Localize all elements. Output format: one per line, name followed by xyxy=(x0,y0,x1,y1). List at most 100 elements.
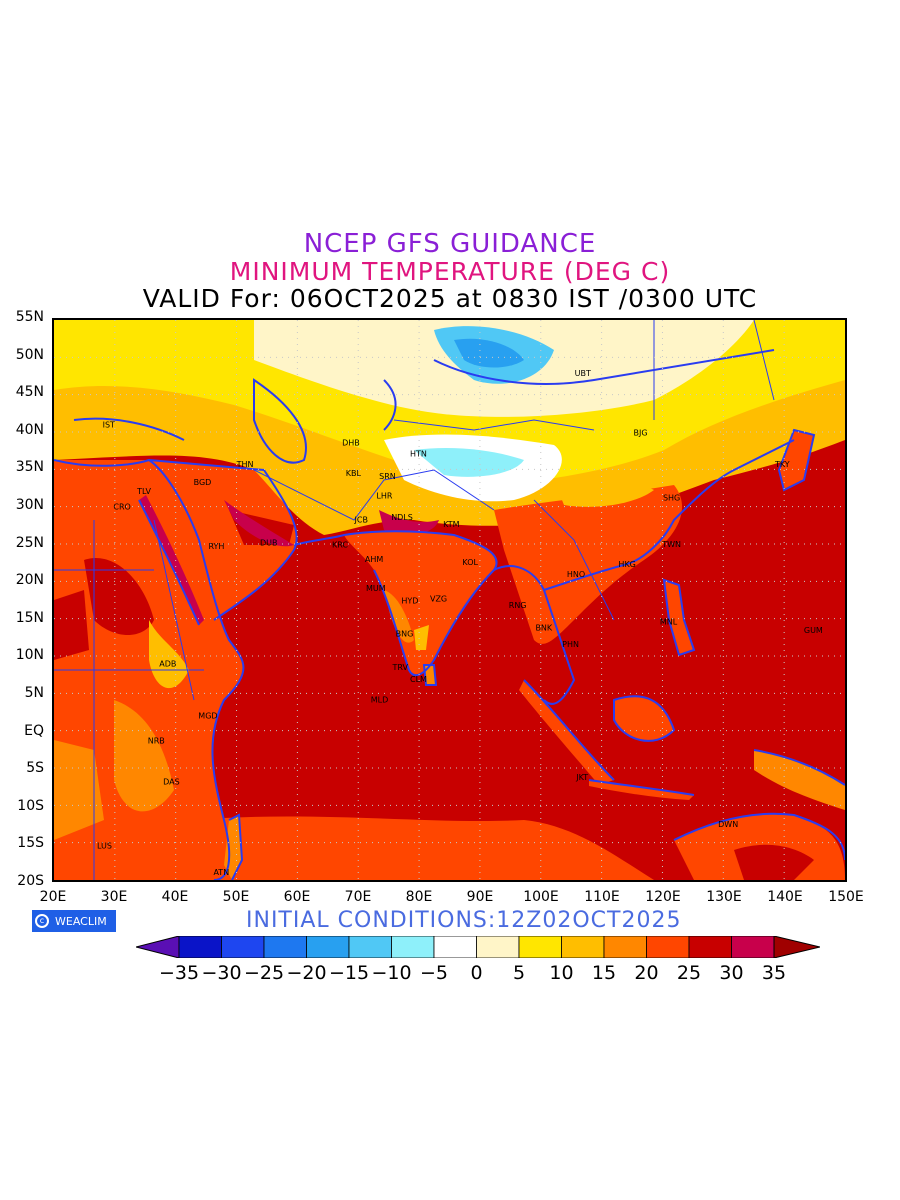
philippines-land xyxy=(664,580,694,655)
temperature-map: UBT BJG TKY SHG TWN HKG HNO MNL GUM BNK PHN RNG KOL K… xyxy=(52,318,847,882)
lon-label: 120E xyxy=(645,889,681,905)
colorbar-swatch xyxy=(561,936,605,958)
city-label-hyd: HYD xyxy=(401,597,418,606)
colorbar-swatch xyxy=(688,936,732,958)
sumatra-land xyxy=(519,680,614,785)
lon-label: 100E xyxy=(523,889,559,905)
lon-label: 70E xyxy=(344,889,372,905)
colorbar-swatch xyxy=(646,936,690,958)
logo-text: WEACLIM xyxy=(55,914,107,928)
city-label-bjg: BJG xyxy=(634,429,648,438)
colorbar-label: 5 xyxy=(512,962,526,984)
title-line2: MINIMUM TEMPERATURE (DEG C) xyxy=(229,257,671,286)
initial-conditions-text: INITIAL CONDITIONS:12Z02OCT2025 xyxy=(246,908,682,933)
city-label-tlv: TLV xyxy=(136,487,151,496)
coastlines xyxy=(54,349,845,880)
lon-label: 150E xyxy=(828,889,864,905)
city-label-adb: ADB xyxy=(159,659,176,668)
city-label-ndls: NDLS xyxy=(391,513,413,522)
city-label-krc: KRC xyxy=(332,541,348,550)
colorbar-label: 30 xyxy=(719,962,744,984)
lat-label: 25N xyxy=(15,534,44,551)
city-label-trv: TRV xyxy=(391,663,408,672)
city-label-bnk: BNK xyxy=(535,624,552,633)
lat-label: 20N xyxy=(15,572,44,589)
lon-label: 90E xyxy=(466,889,494,905)
lon-label: 50E xyxy=(222,889,250,905)
lon-label: 20E xyxy=(39,889,67,905)
city-label-ubt: UBT xyxy=(575,369,591,378)
country-borders xyxy=(54,320,775,880)
city-label-mnl: MNL xyxy=(660,618,678,627)
colorbar-label: 25 xyxy=(676,962,702,984)
city-label-twn: TWN xyxy=(661,540,681,549)
city-label-das: DAS xyxy=(163,777,180,786)
city-label-thn: THN xyxy=(236,460,254,469)
lat-label: 10S xyxy=(17,797,44,814)
city-label-hkg: HKG xyxy=(618,560,635,569)
lat-label: EQ xyxy=(24,722,44,739)
colorbar-label: −35 xyxy=(158,962,200,984)
borneo-land xyxy=(614,696,674,741)
city-label-dwn: DWN xyxy=(718,820,738,829)
japan-land xyxy=(779,430,814,490)
colorbar-swatch xyxy=(263,936,307,958)
colorbar-swatch xyxy=(391,936,435,958)
colorbar-swatch xyxy=(476,936,520,958)
title-line1: NCEP GFS GUIDANCE xyxy=(303,229,597,259)
lat-label: 35N xyxy=(15,459,44,476)
lat-label: 55N xyxy=(15,309,44,325)
city-label-ahm: AHM xyxy=(365,555,383,564)
city-label-ktm: KTM xyxy=(443,520,460,529)
lon-label: 130E xyxy=(706,889,742,905)
city-label-ist: IST xyxy=(103,421,115,430)
colorbar-high-triangle xyxy=(773,936,820,958)
title-line3: VALID For: 06OCT2025 at 0830 IST /0300 U… xyxy=(142,284,758,313)
lat-label: 50N xyxy=(15,346,44,363)
java-land xyxy=(589,780,694,800)
city-label-cro: CRO xyxy=(113,503,130,512)
city-label-phn: PHN xyxy=(562,640,579,649)
arabia-land xyxy=(149,460,297,620)
lat-label: 10N xyxy=(15,647,44,664)
lat-label: 45N xyxy=(15,384,44,401)
colorbar-label: 20 xyxy=(634,962,659,984)
lon-label: 40E xyxy=(161,889,189,905)
lat-label: 30N xyxy=(15,497,44,513)
lat-label: 40N xyxy=(15,421,44,438)
city-label-clm: CLM xyxy=(410,675,427,684)
city-label-lus: LUS xyxy=(97,842,112,851)
map-canvas: UBT BJG TKY SHG TWN HKG HNO MNL GUM BNK PHN RNG KOL K… xyxy=(54,320,845,880)
colorbar-label: 15 xyxy=(591,962,617,984)
city-label-vzg: VZG xyxy=(430,595,447,604)
city-label-mld: MLD xyxy=(371,695,389,704)
colorbar-label: −30 xyxy=(201,962,242,984)
city-label-jcb: JCB xyxy=(354,515,368,524)
city-label-hno: HNO xyxy=(567,570,585,579)
colorbar-label: −15 xyxy=(328,962,370,984)
city-label-atn: ATN xyxy=(213,868,229,877)
colorbar-swatch xyxy=(178,936,222,958)
city-labels: UBT BJG TKY SHG TWN HKG HNO MNL GUM BNK PHN RNG KOL K… xyxy=(97,369,823,877)
city-label-mum: MUM xyxy=(366,584,386,593)
lon-label: 80E xyxy=(405,889,433,905)
weaclim-logo: c WEACLIM xyxy=(32,910,116,932)
city-label-shg: SHG xyxy=(663,494,680,503)
colorbar-low-triangle xyxy=(136,936,180,958)
city-label-nrb: NRB xyxy=(148,736,165,745)
lat-label: 15S xyxy=(17,835,44,852)
city-label-dhb: DHB xyxy=(342,438,360,447)
city-label-lhr: LHR xyxy=(376,491,392,500)
city-label-gum: GUM xyxy=(804,626,823,635)
lon-label: 60E xyxy=(283,889,311,905)
city-label-ryh: RYH xyxy=(208,542,224,551)
lon-label: 110E xyxy=(584,889,620,905)
city-label-bng: BNG xyxy=(396,630,414,639)
city-label-kbl: KBL xyxy=(346,469,362,478)
colorbar-label: −25 xyxy=(243,962,285,984)
lon-label: 30E xyxy=(100,889,128,905)
city-label-jkt: JKT xyxy=(575,773,588,782)
city-label-mgd: MGD xyxy=(198,712,217,721)
lat-label: 20S xyxy=(17,873,44,889)
colorbar-label: 10 xyxy=(549,962,574,984)
